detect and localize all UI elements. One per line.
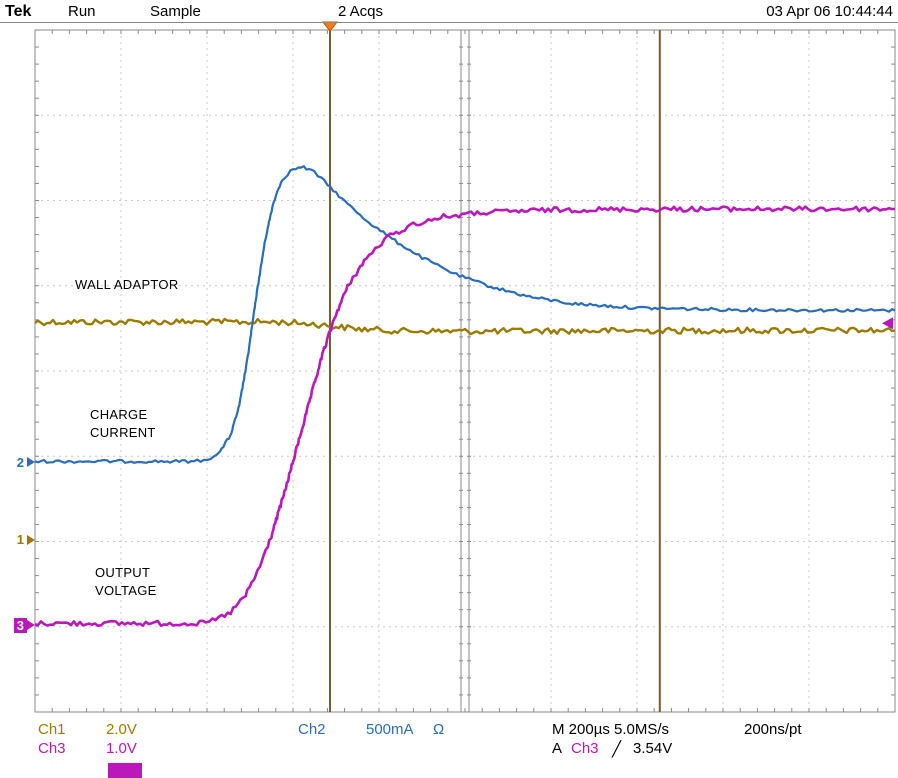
- tek-logo: Tek: [5, 3, 32, 20]
- ch2-position-marker: 2: [2, 453, 35, 471]
- timebase-readout: M 200µs 5.0MS/s: [552, 721, 670, 738]
- acquisition-count: 2 Acqs: [338, 3, 384, 20]
- ch3-marker-label: 3: [13, 617, 27, 633]
- ch3-highlight-block: [108, 763, 142, 778]
- trigger-slope-icon: ╱: [612, 741, 622, 758]
- ch1-scale-readout: 2.0V: [106, 721, 137, 738]
- ch1-readout-label: Ch1: [38, 721, 66, 738]
- trigger-source-readout: Ch3: [571, 740, 599, 757]
- ch1-marker-label: 1: [16, 532, 24, 548]
- ch3-position-marker: 3: [2, 616, 35, 634]
- output-voltage-label-line1: OUTPUT: [95, 565, 151, 580]
- ch2-marker-arrow-icon: [27, 457, 35, 468]
- wall-adaptor-label: WALL ADAPTOR: [75, 277, 179, 292]
- charge-current-label-line2: CURRENT: [90, 425, 156, 440]
- ch2-scale-readout: 500mA: [366, 721, 414, 738]
- charge-current-label: CHARGE CURRENT: [90, 406, 156, 442]
- output-voltage-label-line2: VOLTAGE: [95, 583, 157, 598]
- ch1-marker-arrow-icon: [27, 534, 35, 545]
- acquisition-mode: Sample: [150, 3, 201, 20]
- datetime: 03 Apr 06 10:44:44: [766, 3, 893, 20]
- ch2-marker-label: 2: [16, 454, 24, 470]
- trigger-level-readout: 3.54V: [633, 740, 673, 757]
- ch3-scale-readout: 1.0V: [106, 740, 137, 757]
- ch3-marker-arrow-icon: [27, 620, 35, 631]
- output-voltage-label: OUTPUT VOLTAGE: [95, 564, 157, 600]
- ch1-position-marker: 1: [2, 531, 35, 549]
- resolution-readout: 200ns/pt: [744, 721, 802, 738]
- ch3-readout-label: Ch3: [38, 740, 66, 757]
- ch2-coupling-icon: Ω: [433, 721, 445, 738]
- charge-current-label-line1: CHARGE: [90, 407, 148, 422]
- ch2-readout-label: Ch2: [298, 721, 326, 738]
- header-divider: [0, 22, 898, 23]
- trigger-type-readout: A: [552, 740, 563, 757]
- acquisition-state: Run: [68, 3, 96, 20]
